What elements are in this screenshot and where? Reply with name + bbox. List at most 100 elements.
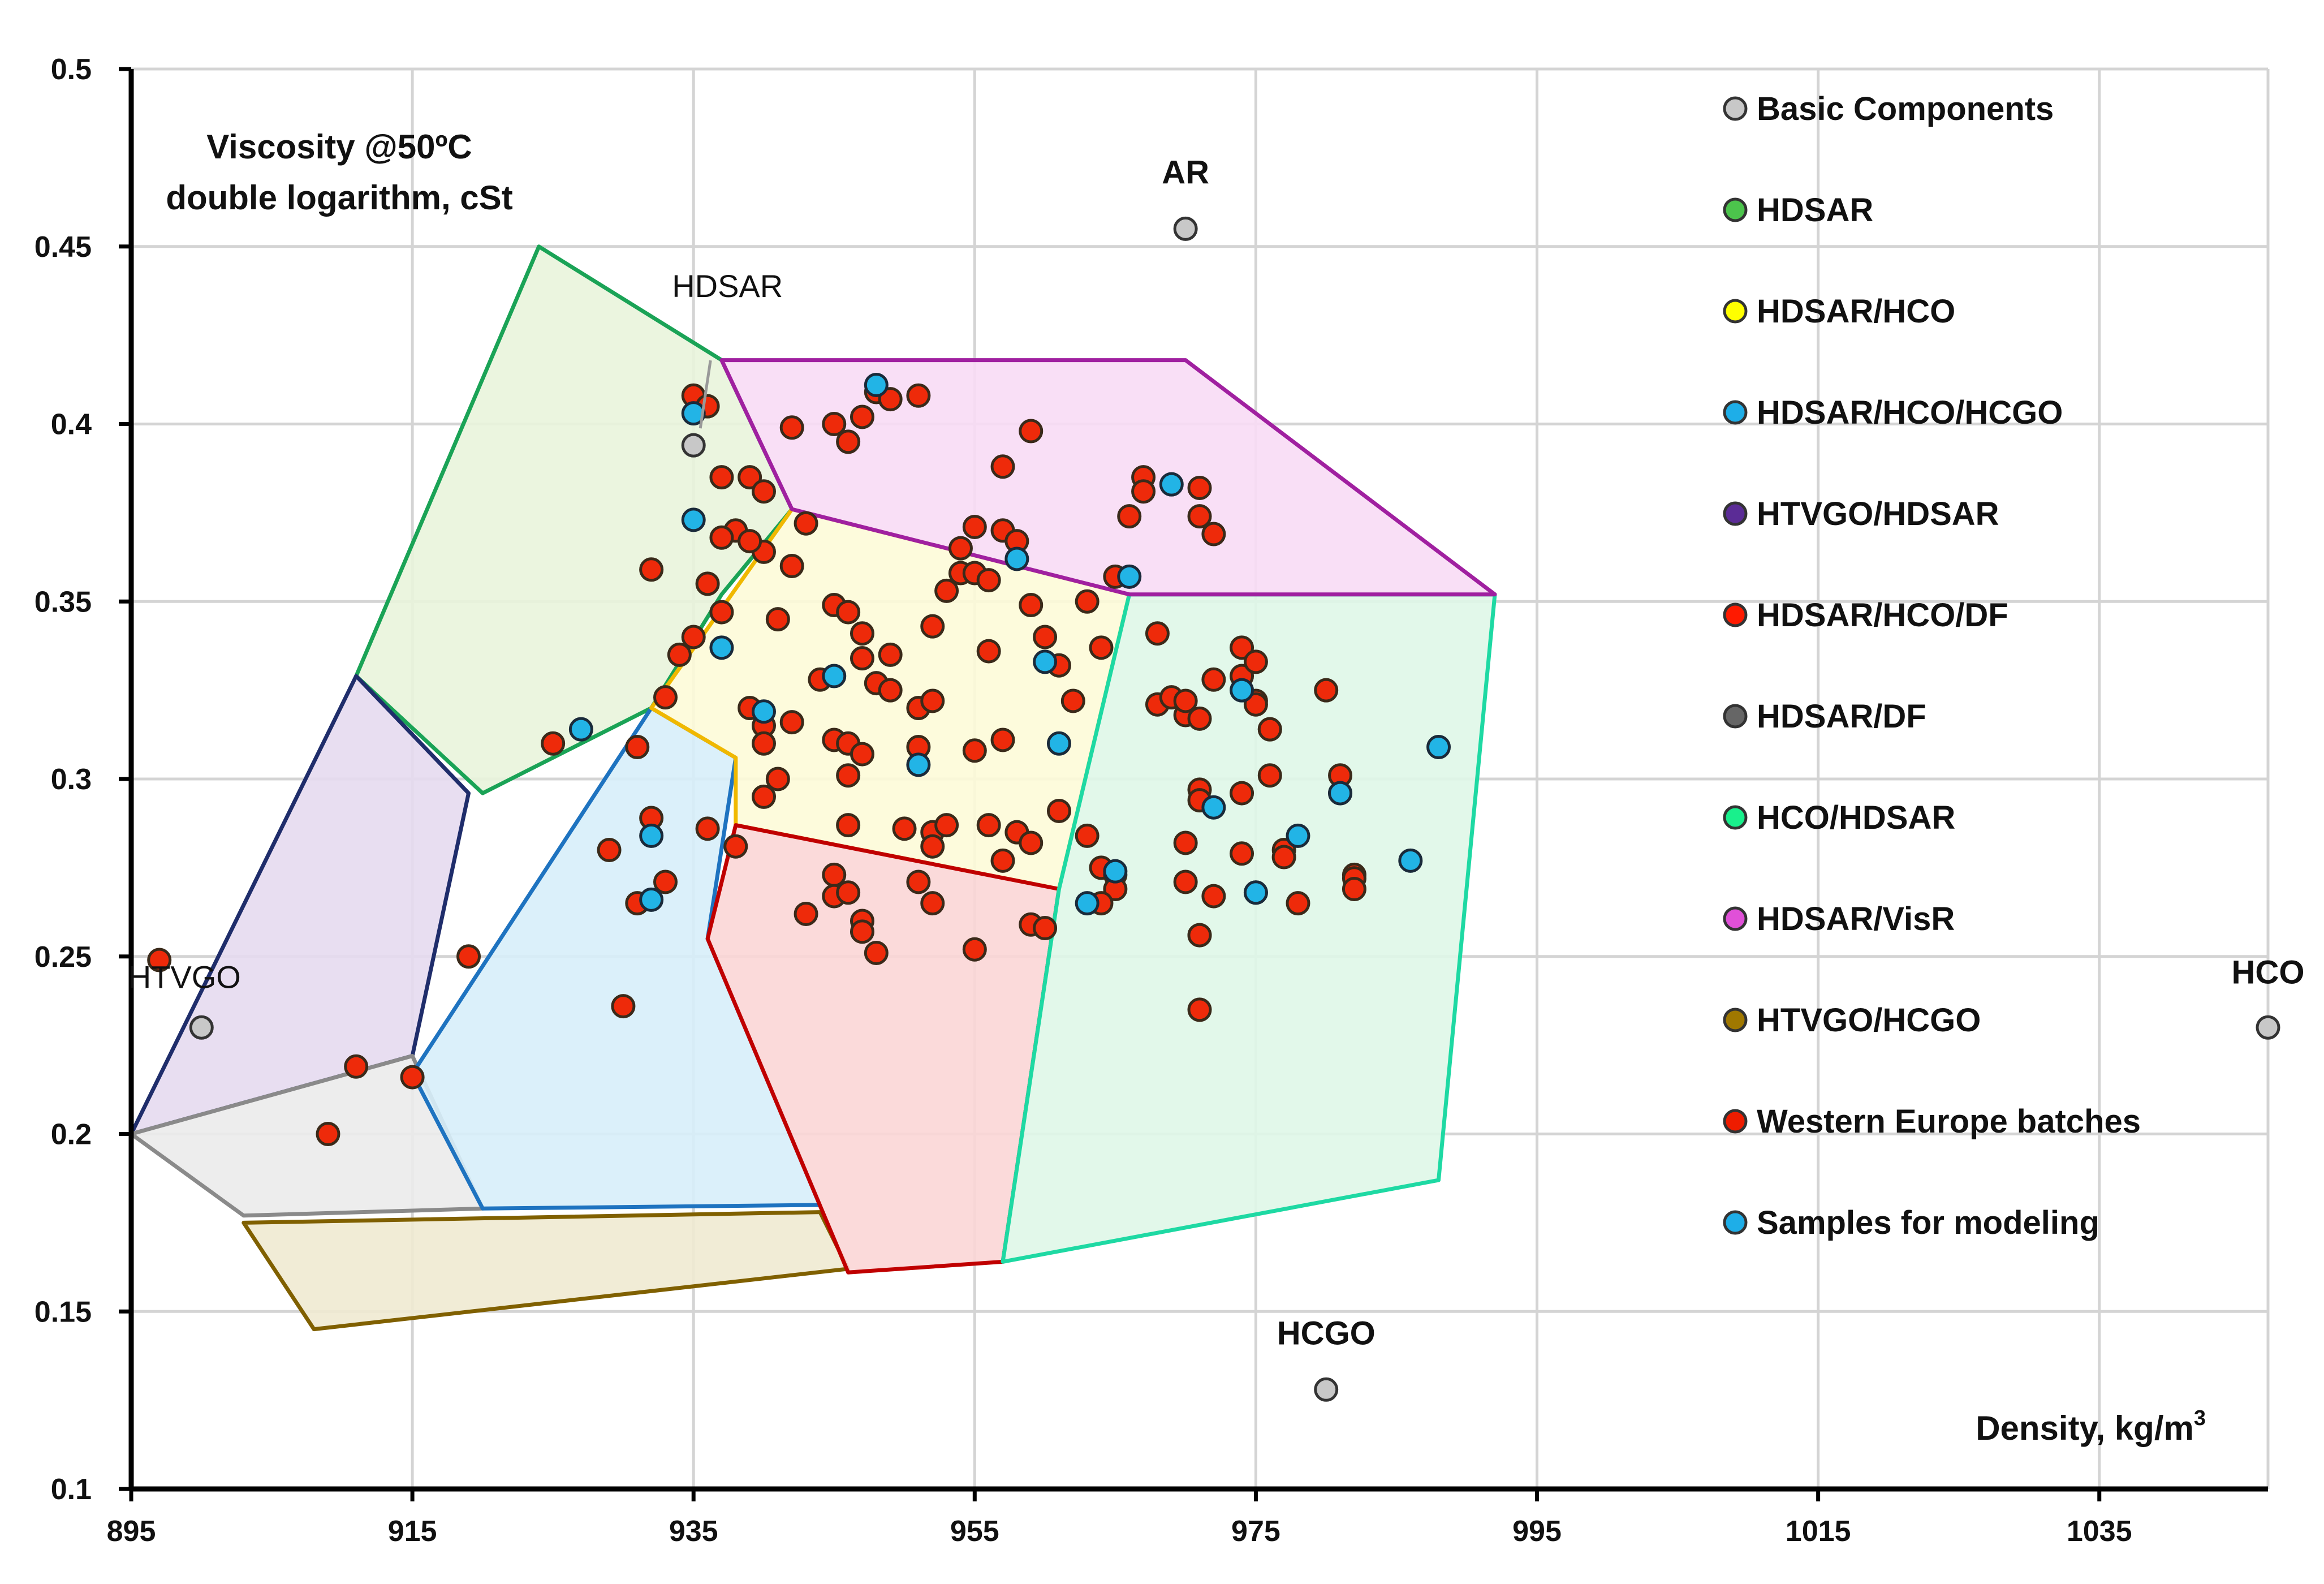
legend-marker	[1723, 906, 1748, 931]
x-tick-label: 1015	[1786, 1515, 1851, 1548]
western-europe-batch-point	[1187, 997, 1212, 1022]
western-europe-batch-point	[878, 678, 903, 703]
legend-marker	[1723, 704, 1748, 729]
western-europe-batch-point	[723, 834, 748, 859]
legend-label: Western Europe batches	[1757, 1103, 2141, 1140]
legend-marker	[1723, 1109, 1748, 1134]
legend-label: HCO/HDSAR	[1757, 799, 1955, 836]
y-tick-labels: 0.1 0.15 0.2 0.25 0.3 0.35 0.4 0.45 0.5	[35, 53, 92, 1506]
legend-marker	[1723, 400, 1748, 425]
western-europe-batch-point	[878, 387, 903, 412]
basic-component-point	[189, 1015, 214, 1040]
western-europe-batch-point	[695, 571, 720, 596]
basic-component-point	[2256, 1015, 2280, 1040]
western-europe-batch-point	[1019, 593, 1044, 618]
western-europe-batch-point	[990, 454, 1015, 479]
western-europe-batch-point	[794, 511, 818, 536]
legend: Basic Components HDSAR HDSAR/HCO HDSAR/HCO/…	[1723, 91, 2141, 1241]
x-tick-labels: 895 915 935 955 975 995 1015 1035	[107, 1515, 2132, 1548]
y-axis-title-line1: Viscosity @50ºC	[206, 128, 472, 166]
western-europe-batch-point	[625, 735, 650, 760]
x-tick-label: 895	[107, 1515, 156, 1548]
legend-label: HDSAR	[1757, 192, 1873, 229]
basic-component-label: AR	[1162, 154, 1209, 191]
y-axis-title-line2: double logarithm, cSt	[166, 179, 512, 217]
western-europe-batch-point	[344, 1054, 369, 1079]
western-europe-batch-point	[976, 639, 1001, 664]
sample-for-modeling-point	[639, 887, 664, 912]
western-europe-batch-point	[709, 600, 734, 625]
sample-for-modeling-point	[906, 752, 931, 777]
western-europe-batch-point	[316, 1122, 340, 1146]
legend-label: HTVGO/HCGO	[1757, 1002, 1981, 1039]
y-tick-label: 0.2	[51, 1118, 92, 1151]
western-europe-batch-point	[738, 465, 762, 490]
basic-component-point	[1314, 1377, 1339, 1402]
western-europe-batch-point	[878, 642, 903, 667]
western-europe-batch-point	[1201, 884, 1226, 909]
western-europe-batch-point	[864, 940, 889, 965]
legend-label: HDSAR/VisR	[1757, 901, 1955, 937]
western-europe-batch-point	[751, 784, 776, 809]
western-europe-batch-point	[990, 848, 1015, 873]
sample-for-modeling-point	[1103, 859, 1128, 884]
western-europe-batch-point	[1173, 830, 1198, 855]
basic-component-label: HCGO	[1277, 1315, 1376, 1351]
sample-for-modeling-point	[1004, 546, 1029, 571]
western-europe-batch-point	[948, 536, 973, 561]
western-europe-batch-point	[1201, 522, 1226, 546]
x-tick-label: 935	[669, 1515, 718, 1548]
western-europe-batch-point	[850, 404, 874, 429]
legend-marker	[1723, 299, 1748, 324]
western-europe-batch-point	[850, 919, 874, 944]
western-europe-batch-point	[850, 646, 874, 671]
western-europe-batch-point	[1243, 649, 1268, 674]
western-europe-batch-point	[653, 685, 678, 710]
western-europe-batch-point	[400, 1065, 425, 1090]
western-europe-batch-point	[906, 870, 931, 894]
western-europe-batch-point	[836, 763, 861, 788]
western-europe-batch-point	[1046, 798, 1071, 823]
hdsar-leader-line	[699, 360, 712, 429]
legend-marker	[1723, 96, 1748, 121]
axes	[119, 67, 2268, 1501]
x-axis-title-text: Density, kg/m	[1976, 1409, 2194, 1447]
basic-component-label: HDSAR	[672, 268, 783, 304]
western-europe-batch-point	[709, 525, 734, 550]
western-europe-batch-point	[1187, 923, 1212, 948]
western-europe-batch-point	[920, 891, 945, 916]
western-europe-batch-point	[934, 578, 959, 603]
western-europe-batch-point	[779, 415, 804, 440]
sample-for-modeling-point	[1033, 649, 1058, 674]
western-europe-batch-point	[1145, 621, 1170, 646]
sample-for-modeling-point	[1159, 472, 1184, 497]
legend-marker	[1723, 602, 1748, 627]
western-europe-batch-point	[1257, 763, 1282, 788]
basic-component-label: HCO	[2232, 954, 2305, 991]
western-europe-batch-point	[1187, 504, 1212, 529]
sample-for-modeling-point	[1426, 735, 1451, 760]
western-europe-batch-point	[611, 994, 636, 1019]
legend-label: HDSAR/HCO/HCGO	[1757, 394, 2063, 431]
western-europe-batch-point	[779, 554, 804, 578]
sample-for-modeling-point	[681, 507, 706, 532]
sample-for-modeling-point	[639, 823, 664, 848]
western-europe-batch-point	[751, 731, 776, 756]
western-europe-batch-point	[1230, 781, 1254, 806]
y-tick-label: 0.15	[35, 1295, 92, 1328]
western-europe-batch-point	[962, 937, 987, 962]
x-tick-label: 1035	[2067, 1515, 2132, 1548]
sample-for-modeling-point	[709, 635, 734, 660]
legend-marker	[1723, 501, 1748, 526]
basic-component-label: HTVGO	[128, 959, 241, 995]
basic-components: AR HDSAR HTVGO HCO HCGO	[128, 154, 2305, 1402]
sample-for-modeling-point	[864, 372, 889, 397]
western-europe-batch-point	[541, 731, 566, 756]
legend-marker	[1723, 805, 1748, 830]
western-europe-batch-point	[962, 738, 987, 763]
basic-component-point	[681, 433, 706, 458]
x-tick-label: 995	[1512, 1515, 1562, 1548]
x-tick-label: 975	[1231, 1515, 1280, 1548]
western-europe-batch-point	[892, 816, 917, 841]
western-europe-batch-point	[976, 813, 1001, 838]
